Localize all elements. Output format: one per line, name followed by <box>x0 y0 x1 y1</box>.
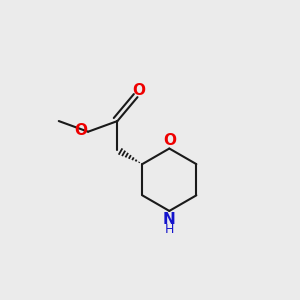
Text: N: N <box>163 212 176 227</box>
Text: O: O <box>132 83 145 98</box>
Text: O: O <box>74 123 87 138</box>
Text: H: H <box>165 223 174 236</box>
Text: O: O <box>163 133 176 148</box>
